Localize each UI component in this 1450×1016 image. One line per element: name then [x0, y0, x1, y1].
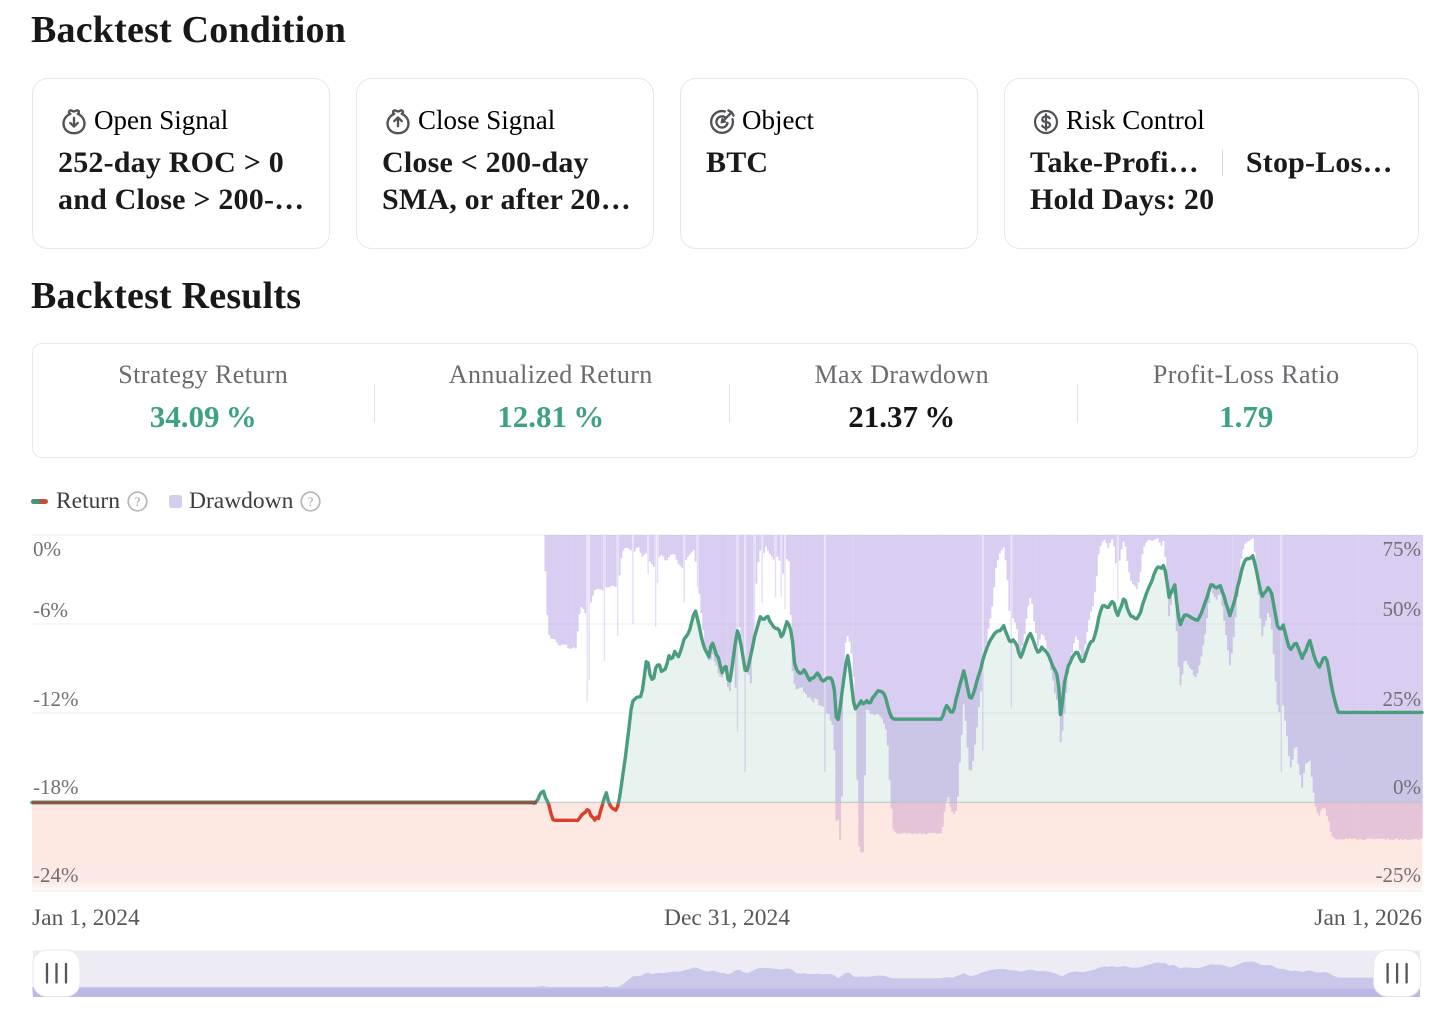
svg-text:?: ?	[308, 495, 314, 509]
svg-text:?: ?	[135, 495, 141, 509]
svg-text:-25%: -25%	[1376, 863, 1422, 887]
svg-text:0%: 0%	[1393, 775, 1421, 799]
svg-text:Dec 31, 2024: Dec 31, 2024	[664, 905, 790, 931]
svg-text:-18%: -18%	[33, 775, 79, 799]
svg-text:Jan 1, 2026: Jan 1, 2026	[1314, 905, 1422, 931]
svg-text:50%: 50%	[1383, 597, 1422, 621]
svg-text:-24%: -24%	[33, 863, 79, 887]
svg-text:0%: 0%	[33, 537, 61, 561]
svg-text:-12%: -12%	[33, 687, 79, 711]
svg-text:-6%: -6%	[33, 598, 68, 622]
svg-text:75%: 75%	[1383, 537, 1422, 561]
svg-text:25%: 25%	[1383, 687, 1422, 711]
svg-text:Jan 1, 2024: Jan 1, 2024	[32, 905, 140, 931]
